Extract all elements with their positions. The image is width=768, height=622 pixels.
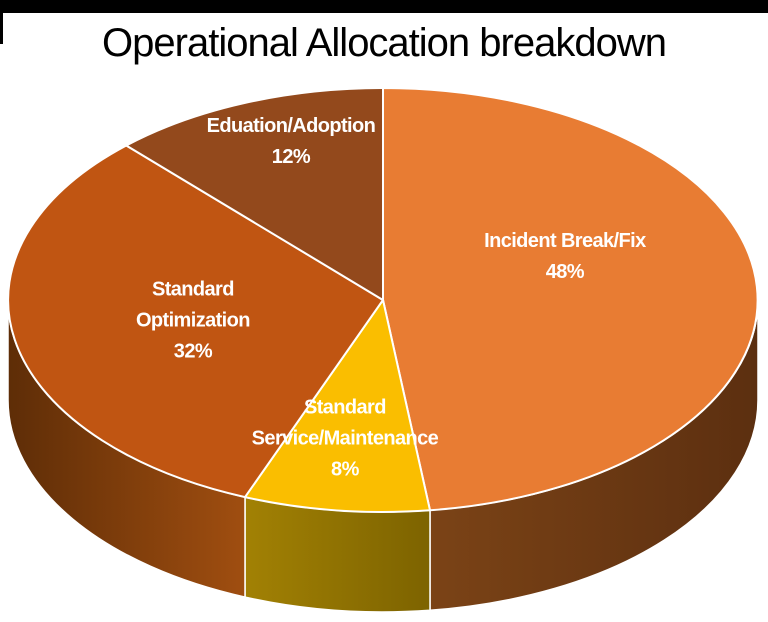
slice-label-standard-service-maintenance: Standard Service/Maintenance 8%	[251, 393, 439, 486]
slice-percent: 48%	[545, 260, 585, 283]
left-edge-accent	[0, 0, 3, 44]
slice-label-text: Eduation/Adoption	[206, 114, 376, 137]
slice-label-text: Incident Break/Fix	[484, 229, 646, 252]
slice-percent: 8%	[331, 458, 359, 481]
pie-slice-eduation-adoption-top	[125, 87, 384, 301]
slice-label-text: Standard	[303, 396, 386, 419]
slice-label-incident-break-fix: Incident Break/Fix 48%	[484, 226, 646, 288]
slice-label-text: Standard	[151, 278, 234, 301]
slice-label-text: Optimization	[135, 309, 251, 332]
page-title: Operational Allocation breakdown	[102, 21, 667, 65]
pie-slice-incident-break-fix-top	[382, 87, 759, 512]
pie-slice-standard-service-maintenance-top	[244, 299, 431, 513]
slice-label-text: Service/Maintenance	[251, 427, 439, 450]
slice-percent: 12%	[271, 145, 311, 168]
slice-label-eduation-adoption: Eduation/Adoption 12%	[207, 111, 376, 173]
top-bar	[0, 0, 768, 13]
slice-percent: 32%	[173, 340, 213, 363]
slice-label-standard-optimization: Standard Optimization 32%	[135, 275, 251, 368]
pie-slice-standard-optimization-top	[7, 144, 384, 499]
pie-slice-standard-service-maintenance-side	[244, 496, 431, 613]
